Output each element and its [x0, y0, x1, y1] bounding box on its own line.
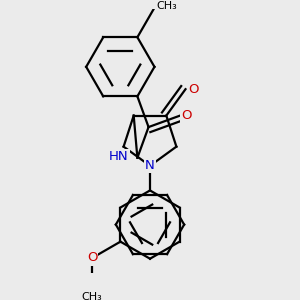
- Text: N: N: [145, 159, 155, 172]
- Text: O: O: [182, 110, 192, 122]
- Text: O: O: [189, 83, 199, 96]
- Text: HN: HN: [109, 150, 128, 163]
- Text: CH₃: CH₃: [82, 292, 103, 300]
- Text: O: O: [87, 251, 98, 265]
- Text: CH₃: CH₃: [157, 1, 177, 11]
